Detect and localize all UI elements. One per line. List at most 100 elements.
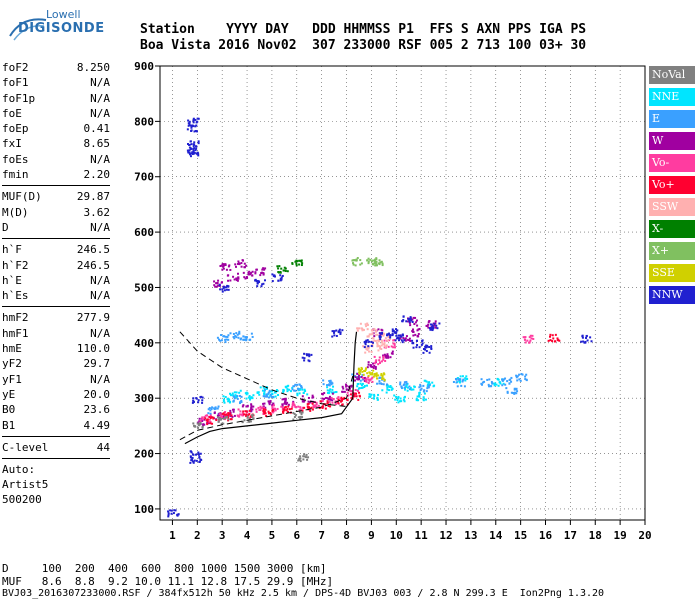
echo-point	[199, 419, 202, 422]
echo-point	[391, 350, 394, 353]
echo-point	[418, 327, 421, 330]
echo-point	[521, 373, 524, 376]
echo-point	[350, 390, 353, 393]
echo-point	[272, 395, 275, 398]
echo-point	[291, 388, 294, 391]
echo-point	[222, 267, 225, 270]
echo-point	[225, 268, 228, 271]
echo-point	[366, 323, 369, 326]
echo-point	[294, 260, 297, 263]
echo-point	[427, 386, 430, 389]
echo-point	[395, 328, 398, 331]
echo-point	[358, 327, 361, 330]
echo-point	[374, 340, 377, 343]
echo-point	[232, 399, 235, 402]
echo-point	[216, 281, 219, 284]
echo-point	[388, 332, 391, 335]
echo-point	[493, 382, 496, 385]
echo-point	[304, 390, 307, 393]
echo-point	[583, 341, 586, 344]
echo-point	[372, 259, 375, 262]
echo-point	[367, 361, 370, 364]
echo-point	[340, 399, 343, 402]
echo-point	[412, 316, 415, 319]
echo-point	[358, 391, 361, 394]
echo-point	[222, 398, 225, 401]
echo-point	[222, 417, 225, 420]
echo-point	[365, 325, 368, 328]
echo-point	[276, 389, 279, 392]
echo-point	[338, 328, 341, 331]
echo-point	[262, 267, 265, 270]
echo-point	[391, 328, 394, 331]
echo-point	[372, 369, 375, 372]
echo-point	[206, 422, 209, 425]
echo-point	[405, 385, 408, 388]
echo-point	[331, 335, 334, 338]
echo-point	[192, 121, 195, 124]
echo-point	[216, 414, 219, 417]
echo-point	[236, 333, 239, 336]
echo-point	[397, 397, 400, 400]
echo-point	[522, 336, 525, 339]
echo-point	[245, 264, 248, 267]
echo-point	[331, 382, 334, 385]
echo-point	[197, 154, 200, 157]
echo-point	[191, 460, 194, 463]
echo-point	[265, 387, 268, 390]
echo-point	[280, 267, 283, 270]
echo-point	[224, 396, 227, 399]
echo-point	[245, 397, 248, 400]
echo-point	[384, 355, 387, 358]
echo-point	[232, 275, 235, 278]
scaled-parameters-panel: foF2 8.250 foF1 N/A foF1p N/A foE N/A foEp 0.41 fx…	[2, 60, 110, 507]
echo-point	[378, 339, 381, 342]
echo-point	[355, 259, 358, 262]
echo-point	[177, 513, 180, 516]
echo-point	[323, 392, 326, 395]
echo-point	[380, 360, 383, 363]
echo-point	[299, 406, 302, 409]
param-name: D	[2, 220, 9, 234]
echo-point	[585, 336, 588, 339]
echo-point	[230, 394, 233, 397]
echo-point	[334, 400, 337, 403]
echo-point	[373, 393, 376, 396]
echo-point	[396, 329, 399, 332]
echo-point	[227, 414, 230, 417]
echo-point	[244, 410, 247, 413]
echo-point	[312, 404, 315, 407]
echo-point	[376, 343, 379, 346]
echo-point	[374, 258, 377, 261]
echo-point	[199, 452, 202, 455]
echo-point	[382, 334, 385, 337]
echo-point	[260, 285, 263, 288]
param-row: hmF1 N/A	[2, 326, 110, 341]
file-info: BVJ03_2016307233000.RSF / 384fx512h 50 k…	[2, 588, 605, 599]
echo-point	[200, 458, 203, 461]
echo-point	[513, 392, 516, 395]
echo-point	[239, 400, 242, 403]
echo-point	[206, 418, 209, 421]
param-name: C-level	[2, 440, 49, 454]
echo-point	[383, 373, 386, 376]
echo-point	[197, 117, 200, 120]
param-name: h`F	[2, 243, 22, 257]
echo-point	[291, 403, 294, 406]
echo-point	[361, 370, 364, 373]
echo-point	[307, 406, 310, 409]
echo-point	[241, 405, 244, 408]
param-value: N/A	[90, 106, 110, 120]
echo-point	[248, 273, 251, 276]
echo-point	[331, 399, 334, 402]
echo-point	[352, 262, 355, 265]
echo-point	[209, 412, 212, 415]
echo-point	[257, 391, 260, 394]
echo-point	[381, 329, 384, 332]
echo-point	[423, 389, 426, 392]
echo-point	[272, 410, 275, 413]
echo-point	[380, 332, 383, 335]
echo-point	[255, 410, 258, 413]
echo-point	[366, 366, 369, 369]
echo-point	[298, 458, 301, 461]
